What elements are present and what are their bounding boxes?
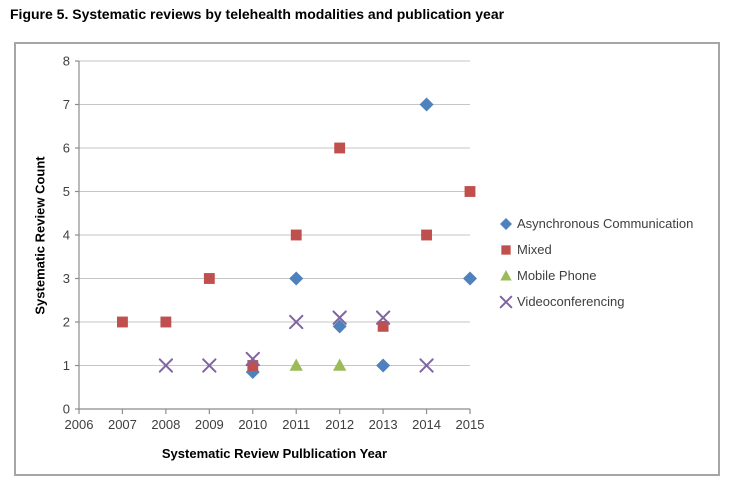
x-marker bbox=[158, 358, 174, 373]
y-tick-label: 6 bbox=[63, 141, 70, 156]
x-tick-label: 2007 bbox=[108, 417, 137, 432]
y-tick-label: 0 bbox=[63, 402, 70, 417]
square-marker bbox=[117, 316, 128, 328]
y-tick-label: 5 bbox=[63, 184, 70, 199]
diamond-marker bbox=[419, 97, 434, 112]
x-tick-label: 2010 bbox=[238, 417, 267, 432]
diamond-marker-icon bbox=[498, 215, 514, 231]
triangle-marker bbox=[289, 358, 303, 371]
diamond-marker bbox=[376, 358, 391, 373]
x-marker bbox=[332, 310, 347, 325]
x-marker bbox=[499, 295, 513, 309]
x-tick-label: 2015 bbox=[456, 417, 485, 432]
x-tick-label: 2011 bbox=[282, 417, 310, 432]
x-tick-label: 2013 bbox=[369, 417, 398, 432]
x-marker bbox=[202, 358, 217, 373]
x-marker-icon bbox=[498, 293, 514, 309]
x-tick-label: 2009 bbox=[195, 417, 224, 432]
y-tick-label: 2 bbox=[63, 315, 70, 330]
y-tick-label: 8 bbox=[63, 54, 70, 69]
square-marker-icon bbox=[498, 241, 514, 257]
legend-marker-canvas bbox=[499, 295, 513, 309]
x-tick-label: 2014 bbox=[412, 417, 441, 432]
legend-marker-canvas bbox=[500, 218, 512, 230]
chart-frame: 0 1 2 3 4 5 6 7 8 2006 2007 2008 2009 2010 2011 2012 201… bbox=[14, 42, 720, 476]
scatter-plot-canvas: 0 1 2 3 4 5 6 7 8 2006 2007 2008 2009 2010 2011 2012 201… bbox=[63, 54, 485, 433]
square-marker bbox=[334, 142, 346, 154]
y-tick-label: 7 bbox=[63, 97, 70, 112]
legend-label: Mobile Phone bbox=[517, 267, 597, 283]
legend-label: Mixed bbox=[517, 241, 552, 257]
y-tick-label: 1 bbox=[63, 358, 70, 373]
square-marker bbox=[160, 316, 172, 328]
legend-marker-canvas bbox=[501, 245, 511, 255]
y-tick-label: 4 bbox=[63, 228, 70, 243]
x-tick-label: 2012 bbox=[325, 417, 354, 432]
x-marker bbox=[375, 310, 391, 325]
legend-label: Asynchronous Communication bbox=[517, 215, 694, 231]
square-marker bbox=[421, 229, 432, 241]
square-marker bbox=[377, 320, 389, 332]
square-marker bbox=[290, 229, 302, 241]
triangle-marker bbox=[333, 358, 347, 371]
y-axis-title: Systematic Review Count bbox=[32, 156, 48, 315]
chart-legend: Asynchronous Communication Mixed Mobile … bbox=[498, 210, 693, 314]
square-marker bbox=[501, 245, 511, 255]
x-tick-label: 2008 bbox=[151, 417, 180, 432]
figure-title: Figure 5. Systematic reviews by teleheal… bbox=[10, 6, 505, 22]
x-marker bbox=[245, 351, 260, 367]
x-tick-label: 2006 bbox=[65, 417, 94, 432]
diamond-marker bbox=[463, 271, 477, 286]
diamond-marker bbox=[500, 218, 512, 230]
legend-item-mixed: Mixed bbox=[498, 236, 693, 262]
y-tick-label: 3 bbox=[63, 271, 70, 286]
square-marker bbox=[247, 360, 259, 371]
diamond-marker bbox=[332, 319, 347, 334]
legend-item-mobile-phone: Mobile Phone bbox=[498, 262, 693, 288]
legend-item-videoconferencing: Videoconferencing bbox=[498, 288, 693, 314]
legend-item-asynchronous-communication: Asynchronous Communication bbox=[498, 210, 693, 236]
legend-marker-canvas bbox=[500, 270, 512, 281]
x-axis-title: Systematic Review Pulblication Year bbox=[161, 446, 388, 461]
square-marker bbox=[203, 273, 215, 284]
square-marker bbox=[464, 186, 476, 197]
x-marker bbox=[289, 314, 304, 330]
diamond-marker bbox=[289, 271, 304, 286]
triangle-marker bbox=[500, 270, 512, 281]
triangle-marker-icon bbox=[498, 267, 514, 283]
legend-label: Videoconferencing bbox=[517, 293, 625, 309]
x-marker bbox=[419, 358, 434, 373]
